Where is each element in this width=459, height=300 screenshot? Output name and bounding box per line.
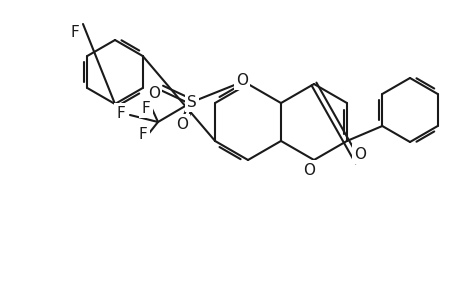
Text: F: F [117,106,125,121]
Text: F: F [71,25,79,40]
Text: O: O [302,163,314,178]
Text: F: F [138,127,147,142]
Text: S: S [187,94,196,110]
Text: O: O [235,73,247,88]
Text: O: O [148,85,160,100]
Text: O: O [176,116,188,131]
Text: F: F [141,100,150,116]
Text: O: O [353,146,365,161]
